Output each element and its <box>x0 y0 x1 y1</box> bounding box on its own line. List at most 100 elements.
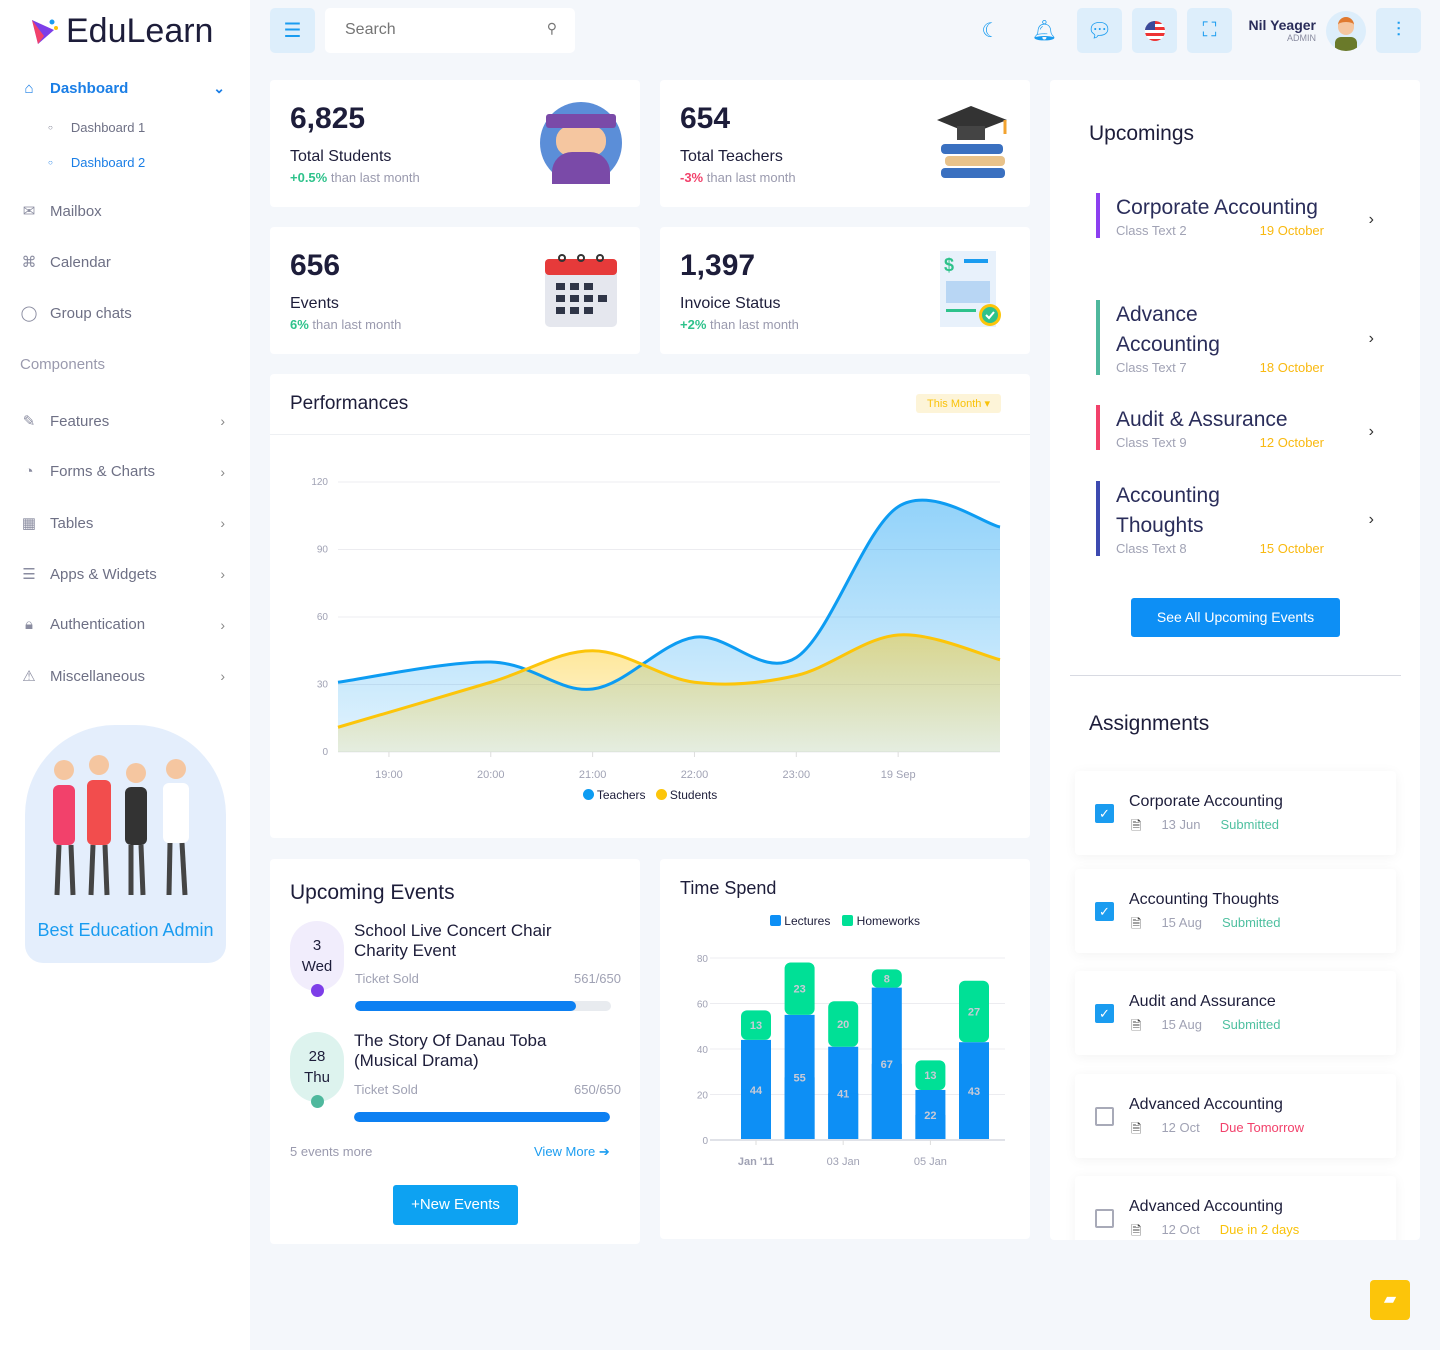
upcoming-item[interactable]: Advance Accounting Class Text 7 18 October… <box>1096 300 1374 375</box>
legend-label: Lectures <box>784 914 831 928</box>
bar-value-label: 44 <box>750 1085 763 1097</box>
legend-swatch <box>769 915 781 926</box>
assignment-checkbox[interactable] <box>1095 1209 1114 1228</box>
line-students[interactable] <box>337 633 1001 729</box>
line-teachers[interactable] <box>337 498 1001 691</box>
see-all-events-button[interactable]: See All Upcoming Events <box>1131 598 1340 637</box>
search-box[interactable]: ⚲ <box>325 8 575 53</box>
stat-label: Total Teachers <box>680 148 783 165</box>
period-label: This Month <box>927 398 982 410</box>
chevron-right-icon[interactable]: › <box>1368 423 1374 440</box>
sidebar-item-forms-charts[interactable]: ◔ Forms & Charts › <box>20 463 225 480</box>
legend-students[interactable]: Students <box>655 788 717 802</box>
assignment-date: 15 Aug <box>1161 915 1202 930</box>
y-tick-label: 20 <box>697 1091 709 1102</box>
x-tick-label: 19:00 <box>375 769 403 781</box>
assignment-checkbox[interactable]: ✓ <box>1095 902 1114 921</box>
sidebar: EduLearn ⌂ Dashboard ⌄ ○ Dashboard 1 ○ Dashb… <box>0 0 250 1350</box>
change-suffix: than last month <box>330 170 420 185</box>
subitem-label: Dashboard 2 <box>70 155 146 170</box>
bar-homeworks[interactable] <box>784 962 815 1015</box>
chat-support-button[interactable]: ▰ <box>1370 1280 1410 1320</box>
y-tick-label: 120 <box>311 477 328 488</box>
sidebar-item-mailbox[interactable]: ✉ Mailbox <box>20 202 225 221</box>
change-suffix: than last month <box>710 317 799 332</box>
bar-homeworks[interactable] <box>959 980 989 1043</box>
sidebar-item-apps-widgets[interactable]: ☰ Apps & Widgets › <box>20 565 225 584</box>
messages-button[interactable]: 💬︎ <box>1077 8 1122 53</box>
upcoming-item[interactable]: Accounting Thoughts Class Text 8 15 Octobe… <box>1096 481 1374 556</box>
sidebar-item-group-chats[interactable]: ◯ Group chats <box>20 304 225 323</box>
assignment-name: Audit and Assurance <box>1129 993 1276 1010</box>
grid-icon: ▦ <box>21 515 37 532</box>
sidebar-item-tables[interactable]: ▦ Tables › <box>20 514 225 533</box>
assignment-checkbox[interactable] <box>1095 1107 1114 1126</box>
pdf-icon: 🗎︎ <box>1131 1018 1142 1033</box>
legend-lectures[interactable]: Lectures <box>769 914 831 928</box>
logo[interactable]: EduLearn <box>28 12 213 51</box>
search-input[interactable] <box>345 21 535 39</box>
assignment-checkbox[interactable]: ✓ <box>1095 1004 1114 1023</box>
event-name[interactable]: School Live Concert Chair Charity Event <box>354 921 552 960</box>
period-dropdown[interactable]: This Month ▾ <box>916 394 1001 413</box>
chevron-right-icon: › <box>220 413 225 429</box>
chevron-right-icon[interactable]: › <box>1368 211 1374 228</box>
upcoming-item[interactable]: Audit & Assurance Class Text 9 12 October › <box>1096 405 1374 450</box>
brand-name: EduLearn <box>66 12 214 50</box>
new-events-button[interactable]: +New Events <box>393 1185 518 1225</box>
upcoming-date: 12 October <box>1259 435 1324 450</box>
event-weekday: Thu <box>304 1069 330 1086</box>
sidebar-item-label: Authentication <box>50 616 146 633</box>
stat-card-students: 6,825 Total Students +0.5% than last mon… <box>270 80 640 207</box>
pdf-icon: 🗎︎ <box>1131 1223 1142 1238</box>
upcoming-item[interactable]: Corporate Accounting Class Text 2 19 Octob… <box>1096 193 1374 238</box>
stat-card-events: 656 Events 6% than last month <box>270 227 640 354</box>
bar-value-label: 67 <box>881 1059 893 1071</box>
sidebar-item-dashboard[interactable]: ⌂ Dashboard ⌄ <box>20 80 225 97</box>
user-info[interactable]: Nil Yeager ADMIN <box>1230 17 1316 43</box>
legend-teachers[interactable]: Teachers <box>582 788 646 802</box>
chevron-right-icon[interactable]: › <box>1368 330 1374 347</box>
event-dot <box>311 984 324 997</box>
user-role: ADMIN <box>1287 33 1316 43</box>
command-icon: ⌘ <box>21 254 37 271</box>
sidebar-item-features[interactable]: ✎ Features › <box>20 412 225 431</box>
performance-chart: 0 30 60 90 120 19:00 20:00 21:00 22:00 23:00 19 Se… <box>311 477 1001 781</box>
search-icon[interactable]: ⚲ <box>546 20 557 36</box>
event-dot <box>311 1095 324 1108</box>
language-button[interactable] <box>1132 8 1177 53</box>
event-day: 28 <box>308 1048 326 1065</box>
assignment-item: ✓ Corporate Accounting 🗎︎ 13 Jun Submitted <box>1075 771 1396 855</box>
menu-toggle-button[interactable]: ☰ <box>270 8 315 53</box>
sidebar-item-miscellaneous[interactable]: ⚠ Miscellaneous › <box>20 667 225 686</box>
divider <box>270 434 1030 435</box>
chevron-right-icon[interactable]: › <box>1368 511 1374 528</box>
settings-button[interactable]: ⫶ <box>1376 8 1421 53</box>
bar-lectures-base <box>915 1114 946 1140</box>
bar-homeworks[interactable] <box>741 1010 771 1040</box>
notifications-button[interactable]: 🔔︎ <box>1022 8 1067 53</box>
time-spend-card: Time Spend Lectures Homeworks 0 20 40 60 80 4… <box>660 859 1030 1239</box>
sidebar-item-calendar[interactable]: ⌘ Calendar <box>20 253 225 272</box>
assignment-checkbox[interactable]: ✓ <box>1095 804 1114 823</box>
fullscreen-button[interactable]: ⛶ <box>1187 8 1232 53</box>
upcoming-class: Class Text 8 <box>1116 541 1187 556</box>
dark-mode-button[interactable]: ☾ <box>968 8 1013 53</box>
bar-homeworks[interactable] <box>871 969 902 988</box>
sidebar-item-authentication[interactable]: 🔒︎ Authentication › <box>20 616 225 633</box>
upcoming-date: 19 October <box>1259 223 1324 238</box>
y-tick-label: 90 <box>317 545 329 556</box>
moon-icon: ☾ <box>981 20 1000 42</box>
bar-lectures-base <box>741 1089 771 1140</box>
y-tick-label: 40 <box>697 1045 709 1056</box>
bar-homeworks[interactable] <box>915 1060 946 1090</box>
avatar[interactable] <box>1326 11 1366 51</box>
sidebar-subitem-dashboard-2[interactable]: ○ Dashboard 2 <box>48 155 145 170</box>
logo-icon <box>32 19 58 44</box>
x-tick-label: 20:00 <box>477 769 505 781</box>
sidebar-subitem-dashboard-1[interactable]: ○ Dashboard 1 <box>48 120 145 135</box>
bar-homeworks[interactable] <box>828 1001 859 1047</box>
legend-homeworks[interactable]: Homeworks <box>842 914 920 928</box>
view-more-link[interactable]: View More ➔ <box>534 1144 610 1160</box>
event-name[interactable]: The Story Of Danau Toba (Musical Drama) <box>354 1031 547 1070</box>
